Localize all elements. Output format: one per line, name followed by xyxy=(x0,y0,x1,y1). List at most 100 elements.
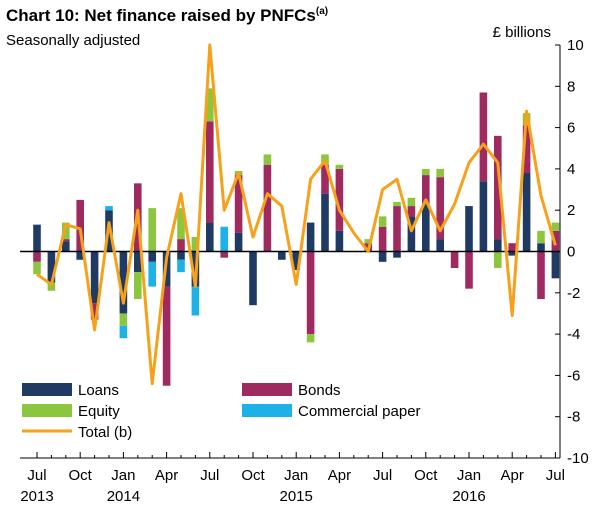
bar-loans-31 xyxy=(479,181,488,252)
bar-bonds-32 xyxy=(494,135,502,240)
bar-bonds-27 xyxy=(422,175,430,205)
bar-bonds-21 xyxy=(335,168,344,231)
bar-loans-35 xyxy=(537,243,545,252)
bar-loans-34 xyxy=(522,173,531,252)
x-tick-label-24: Jul xyxy=(373,467,392,484)
bar-loans-19 xyxy=(306,222,315,252)
total-line xyxy=(36,43,557,386)
bar-commercial-paper-5 xyxy=(105,206,113,211)
bar-loans-8 xyxy=(148,251,156,262)
bar-loans-36 xyxy=(551,251,560,279)
x-tick-label-18: Jan xyxy=(284,467,308,484)
bar-commercial-paper-8 xyxy=(148,261,156,287)
bar-loans-1 xyxy=(47,251,56,283)
legend-label-equity: Equity xyxy=(78,403,120,420)
bar-loans-18 xyxy=(292,251,300,271)
bar-bonds-34 xyxy=(522,125,531,174)
legend-swatch-commercial-paper xyxy=(242,404,292,417)
bar-bonds-0 xyxy=(33,251,41,262)
bar-loans-30 xyxy=(465,206,473,252)
y-tick-label--8: -8 xyxy=(567,409,580,426)
x-tick-label-15: Oct xyxy=(241,467,265,484)
bar-loans-28 xyxy=(436,239,444,252)
y-tick-label--4: -4 xyxy=(567,326,580,343)
bar-equity-6 xyxy=(119,313,128,326)
bar-bonds-20 xyxy=(321,164,329,194)
x-tick-label-33: Apr xyxy=(501,467,524,484)
bar-bonds-24 xyxy=(378,226,387,252)
bar-equity-10 xyxy=(177,208,185,240)
bar-bonds-10 xyxy=(177,239,185,252)
y-tick-label-4: 4 xyxy=(567,161,575,178)
bar-bonds-4 xyxy=(90,303,99,320)
bar-equity-0 xyxy=(33,261,41,275)
bar-equity-19 xyxy=(306,334,315,343)
bar-bonds-19 xyxy=(306,251,315,335)
bar-loans-3 xyxy=(76,251,84,260)
bar-loans-14 xyxy=(234,232,243,252)
bar-commercial-paper-11 xyxy=(191,286,200,316)
bar-loans-26 xyxy=(407,216,416,252)
x-tick-label-0: Jul xyxy=(27,467,46,484)
bar-bonds-26 xyxy=(407,206,416,217)
bar-equity-1 xyxy=(47,282,56,291)
bar-loans-2 xyxy=(62,241,70,252)
x-year-label-2013: 2013 xyxy=(20,488,53,505)
legend-label-loans: Loans xyxy=(78,382,119,399)
bar-loans-27 xyxy=(422,204,430,252)
x-year-label-2014: 2014 xyxy=(107,488,140,505)
bar-commercial-paper-13 xyxy=(220,226,228,252)
x-tick-label-36: Jul xyxy=(546,467,565,484)
bar-loans-17 xyxy=(278,251,286,260)
bar-bonds-25 xyxy=(393,206,401,252)
x-tick-label-9: Apr xyxy=(155,467,178,484)
x-tick-label-6: Jan xyxy=(111,467,135,484)
bar-equity-36 xyxy=(551,222,560,231)
chart-subtitle: Seasonally adjusted xyxy=(6,32,141,49)
x-tick-label-3: Oct xyxy=(69,467,93,484)
bar-loans-6 xyxy=(119,251,128,314)
bar-equity-24 xyxy=(378,216,387,227)
y-tick-label--10: -10 xyxy=(567,450,589,467)
bar-loans-25 xyxy=(393,251,401,258)
bar-bonds-9 xyxy=(162,286,171,386)
legend-swatch-bonds xyxy=(242,383,292,396)
unit-label: £ billions xyxy=(492,24,551,41)
bar-bonds-30 xyxy=(465,251,473,289)
bar-equity-23 xyxy=(364,239,372,244)
bar-bonds-29 xyxy=(450,251,459,269)
bar-equity-8 xyxy=(148,208,156,252)
bar-bonds-33 xyxy=(508,243,516,252)
chart-title: Chart 10: Net finance raised by PNFCs(a) xyxy=(6,6,329,25)
legend-label-bonds: Bonds xyxy=(298,382,341,399)
x-tick-label-27: Oct xyxy=(414,467,438,484)
y-tick-label-8: 8 xyxy=(567,78,575,95)
bar-bonds-13 xyxy=(220,251,228,258)
bar-bonds-2 xyxy=(62,239,70,242)
y-tick-label-6: 6 xyxy=(567,120,575,137)
bar-equity-12 xyxy=(206,88,214,122)
bar-loans-24 xyxy=(378,251,387,262)
bar-equity-7 xyxy=(134,272,142,299)
bar-loans-0 xyxy=(33,224,41,252)
bar-bonds-28 xyxy=(436,177,444,240)
bar-equity-21 xyxy=(335,164,344,169)
bar-loans-32 xyxy=(494,239,502,252)
bar-equity-26 xyxy=(407,197,416,207)
bar-loans-12 xyxy=(206,222,214,252)
bar-equity-35 xyxy=(537,230,545,244)
bar-bonds-3 xyxy=(76,199,84,252)
bar-bonds-16 xyxy=(263,164,272,252)
y-tick-label--6: -6 xyxy=(567,367,580,384)
bar-loans-33 xyxy=(508,251,516,256)
x-tick-label-12: Jul xyxy=(200,467,219,484)
y-tick-label-2: 2 xyxy=(567,202,575,219)
bar-bonds-31 xyxy=(479,92,488,182)
legend-label-commercial-paper: Commercial paper xyxy=(298,403,421,420)
bar-bonds-14 xyxy=(234,175,243,233)
bar-loans-4 xyxy=(90,251,99,304)
legend-swatch-loans xyxy=(22,383,72,396)
bar-commercial-paper-10 xyxy=(177,259,185,273)
bar-commercial-paper-6 xyxy=(119,325,128,339)
